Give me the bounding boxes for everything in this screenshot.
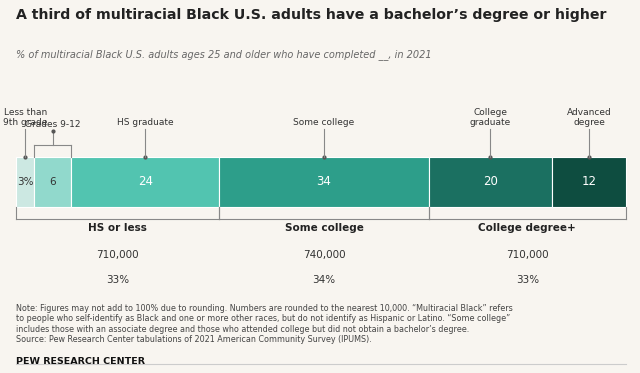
Text: 24: 24 xyxy=(138,175,153,188)
Text: Grades 9-12: Grades 9-12 xyxy=(25,120,81,129)
Text: Some college: Some college xyxy=(285,223,364,233)
Text: 710,000: 710,000 xyxy=(97,250,139,260)
Text: PEW RESEARCH CENTER: PEW RESEARCH CENTER xyxy=(16,357,145,366)
Text: 740,000: 740,000 xyxy=(303,250,346,260)
Text: Advanced
degree: Advanced degree xyxy=(566,108,611,127)
Bar xyxy=(220,157,429,207)
Text: 6: 6 xyxy=(50,177,56,187)
Text: College degree+: College degree+ xyxy=(479,223,576,233)
Bar xyxy=(16,157,35,207)
Text: Less than
9th grade: Less than 9th grade xyxy=(3,108,47,127)
Text: Some college: Some college xyxy=(293,118,355,127)
Text: HS graduate: HS graduate xyxy=(117,118,173,127)
Text: 34%: 34% xyxy=(312,275,335,285)
Text: 12: 12 xyxy=(582,175,596,188)
Text: HS or less: HS or less xyxy=(88,223,147,233)
Text: % of multiracial Black U.S. adults ages 25 and older who have completed __, in 2: % of multiracial Black U.S. adults ages … xyxy=(16,49,431,60)
Bar xyxy=(552,157,626,207)
Text: Note: Figures may not add to 100% due to rounding. Numbers are rounded to the ne: Note: Figures may not add to 100% due to… xyxy=(16,304,513,344)
Text: 33%: 33% xyxy=(516,275,539,285)
Text: 20: 20 xyxy=(483,175,498,188)
Bar xyxy=(35,157,72,207)
Text: 34: 34 xyxy=(317,175,332,188)
Text: 710,000: 710,000 xyxy=(506,250,548,260)
Text: College
graduate: College graduate xyxy=(470,108,511,127)
Text: 3%: 3% xyxy=(17,177,33,187)
Text: A third of multiracial Black U.S. adults have a bachelor’s degree or higher: A third of multiracial Black U.S. adults… xyxy=(16,8,607,22)
Text: 33%: 33% xyxy=(106,275,129,285)
Bar xyxy=(72,157,220,207)
Bar xyxy=(429,157,552,207)
